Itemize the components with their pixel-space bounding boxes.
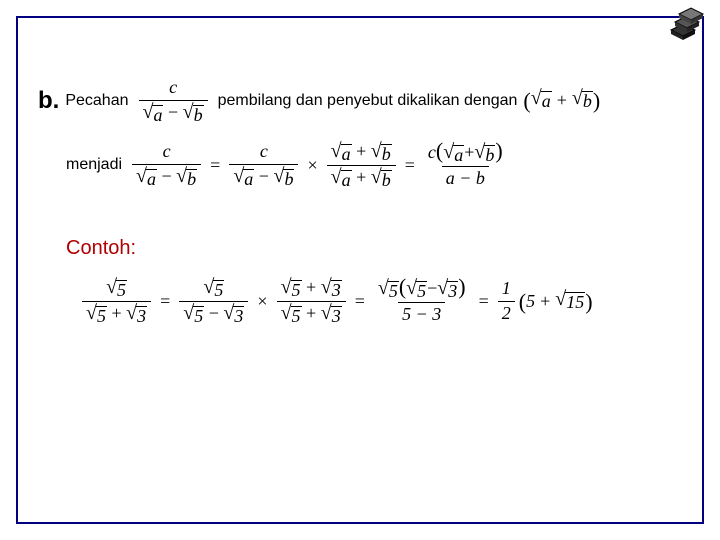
fraction-2b: c √a − √b <box>229 142 298 188</box>
fraction-1: c √a − √b <box>139 78 208 124</box>
middle-text: pembilang dan penyebut dikalikan dengan <box>218 92 518 110</box>
row-menjadi: menjadi c √a − √b = c √a − √b × √a + √b <box>38 142 690 189</box>
times-1: × <box>307 155 317 176</box>
fraction-2a: c √a − √b <box>132 142 201 188</box>
content-area: b. Pecahan c √a − √b pembilang dan penye… <box>38 78 690 325</box>
contoh-label: Contoh: <box>66 237 690 260</box>
example-equation: √5 √5 + √3 = √5 √5 − √3 × √5 + √ <box>78 278 690 325</box>
ex-tail: (5+√15) <box>519 291 593 312</box>
fraction-2c: √a + √b √a + √b <box>327 142 396 189</box>
frac2d-den: a − b <box>442 166 489 189</box>
item-label: b. <box>38 87 59 115</box>
pecahan-label: Pecahan <box>65 92 128 110</box>
ex-frac-4: √5(√5−√3) 5 − 3 <box>374 278 470 325</box>
ex-frac-3: √5 + √3 √5 + √3 <box>277 278 346 325</box>
menjadi-label: menjadi <box>66 156 122 174</box>
eq-1: = <box>210 155 220 176</box>
books-icon <box>668 6 708 46</box>
conjugate-factor: ( √a + √b ) <box>523 90 600 111</box>
frac1-num: c <box>165 78 181 100</box>
frac1-den: √a − √b <box>139 100 208 124</box>
ex-frac-5: 1 2 <box>498 279 515 324</box>
row-pecahan: b. Pecahan c √a − √b pembilang dan penye… <box>38 78 690 124</box>
ex-frac-2: √5 √5 − √3 <box>179 278 248 325</box>
eq-2: = <box>405 155 415 176</box>
ex-frac-1: √5 √5 + √3 <box>82 278 151 325</box>
fraction-2d: c(√a+√b) a − b <box>424 142 507 189</box>
